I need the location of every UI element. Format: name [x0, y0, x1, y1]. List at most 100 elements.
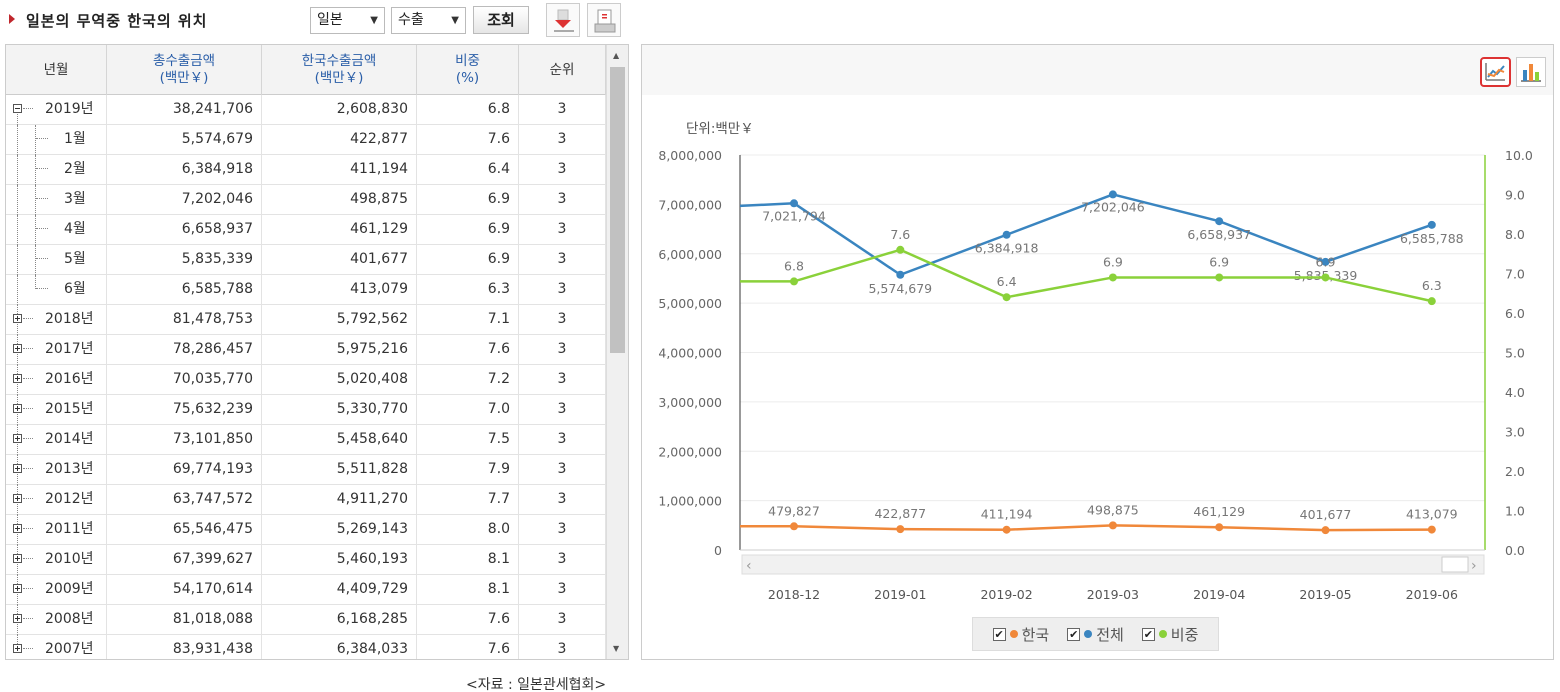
y-left-tick-label: 8,000,000	[658, 148, 722, 163]
country-select[interactable]: 일본 ▼	[310, 7, 385, 34]
table-row[interactable]: 2019년 38,241,706 2,608,830 6.8 3	[6, 95, 606, 125]
table-row[interactable]: 2007년 83,931,438 6,384,033 7.6 3	[6, 635, 606, 659]
data-label: 422,877	[874, 506, 926, 521]
cell-rank: 3	[519, 305, 606, 335]
data-label: 461,129	[1193, 504, 1245, 519]
data-point	[1321, 273, 1330, 282]
table-row[interactable]: 2013년 69,774,193 5,511,828 7.9 3	[6, 455, 606, 485]
expand-icon[interactable]	[13, 344, 22, 353]
cell-korea: 413,079	[262, 275, 417, 305]
cell-korea: 5,269,143	[262, 515, 417, 545]
tree-connector	[23, 108, 33, 109]
table-row[interactable]: 5월 5,835,339 401,677 6.9 3	[6, 245, 606, 275]
cell-total: 5,835,339	[107, 245, 262, 275]
table-row[interactable]: 6월 6,585,788 413,079 6.3 3	[6, 275, 606, 305]
cell-korea: 5,020,408	[262, 365, 417, 395]
tree-connector	[17, 365, 18, 374]
tree-connector	[17, 245, 18, 275]
cell-share: 6.3	[417, 275, 519, 305]
table-row[interactable]: 2008년 81,018,088 6,168,285 7.6 3	[6, 605, 606, 635]
data-point	[1215, 217, 1224, 226]
tree-connector	[17, 485, 18, 494]
print-button[interactable]	[587, 3, 621, 37]
data-label: 6,658,937	[1187, 227, 1251, 242]
expand-icon[interactable]	[13, 404, 22, 413]
expand-icon[interactable]	[13, 314, 22, 323]
legend-item-korea[interactable]: ✔ 한국	[992, 624, 1049, 645]
cell-rank: 3	[519, 95, 606, 125]
expand-icon[interactable]	[13, 644, 22, 653]
expand-icon[interactable]	[13, 554, 22, 563]
cell-rank: 3	[519, 155, 606, 185]
cell-korea: 5,792,562	[262, 305, 417, 335]
tree-connector	[36, 228, 48, 229]
bar-chart-button[interactable]	[1516, 57, 1546, 87]
table-row[interactable]: 2014년 73,101,850 5,458,640 7.5 3	[6, 425, 606, 455]
table-row[interactable]: 2011년 65,546,475 5,269,143 8.0 3	[6, 515, 606, 545]
tree-connector	[17, 155, 18, 185]
data-point	[1321, 257, 1330, 266]
table-row[interactable]: 1월 5,574,679 422,877 7.6 3	[6, 125, 606, 155]
data-label: 479,827	[768, 503, 820, 518]
table-row[interactable]: 2016년 70,035,770 5,020,408 7.2 3	[6, 365, 606, 395]
download-button[interactable]	[546, 3, 580, 37]
data-label: 401,677	[1300, 507, 1352, 522]
data-point	[1002, 230, 1011, 239]
expand-icon[interactable]	[13, 524, 22, 533]
table-row[interactable]: 3월 7,202,046 498,875 6.9 3	[6, 185, 606, 215]
scroll-down-icon[interactable]: ▼	[613, 644, 620, 653]
cell-rank: 3	[519, 635, 606, 659]
cell-rank: 3	[519, 455, 606, 485]
cell-korea: 461,129	[262, 215, 417, 245]
scroll-thumb[interactable]	[610, 67, 625, 353]
y-right-tick-label: 1.0	[1505, 504, 1525, 519]
cell-rank: 3	[519, 425, 606, 455]
cell-period: 6월	[6, 275, 107, 305]
checkbox-checked-icon[interactable]: ✔	[1067, 627, 1081, 641]
cell-share: 7.5	[417, 425, 519, 455]
data-point	[1108, 273, 1117, 282]
legend-item-share[interactable]: ✔ 비중	[1141, 624, 1198, 645]
tree-connector	[23, 318, 33, 319]
data-label: 7,202,046	[1081, 199, 1145, 214]
table-row[interactable]: 2015년 75,632,239 5,330,770 7.0 3	[6, 395, 606, 425]
collapse-icon[interactable]	[13, 104, 22, 113]
tree-connector	[17, 605, 18, 614]
expand-icon[interactable]	[13, 464, 22, 473]
table-row[interactable]: 2010년 67,399,627 5,460,193 8.1 3	[6, 545, 606, 575]
legend-item-total[interactable]: ✔ 전체	[1067, 624, 1124, 645]
table-row[interactable]: 2009년 54,170,614 4,409,729 8.1 3	[6, 575, 606, 605]
trade-type-select[interactable]: 수출 ▼	[391, 7, 466, 34]
y-left-tick-label: 2,000,000	[658, 444, 722, 459]
checkbox-checked-icon[interactable]: ✔	[1141, 627, 1155, 641]
cell-share: 7.6	[417, 635, 519, 659]
chevron-right-icon: ›	[1471, 558, 1477, 574]
table-row[interactable]: 2017년 78,286,457 5,975,216 7.6 3	[6, 335, 606, 365]
tree-connector	[36, 258, 48, 259]
col-total-label: 총수출금액	[152, 53, 216, 69]
expand-icon[interactable]	[13, 374, 22, 383]
table-scrollbar[interactable]: ▲ ▼	[606, 45, 628, 659]
cell-korea: 4,409,729	[262, 575, 417, 605]
expand-icon[interactable]	[13, 614, 22, 623]
y-left-tick-label: 4,000,000	[658, 346, 722, 361]
table-row[interactable]: 2월 6,384,918 411,194 6.4 3	[6, 155, 606, 185]
expand-icon[interactable]	[13, 584, 22, 593]
cell-total: 5,574,679	[107, 125, 262, 155]
cell-rank: 3	[519, 395, 606, 425]
table-row[interactable]: 2018년 81,478,753 5,792,562 7.1 3	[6, 305, 606, 335]
scroll-up-icon[interactable]: ▲	[613, 51, 620, 60]
title-arrow-icon	[9, 14, 15, 24]
expand-icon[interactable]	[13, 494, 22, 503]
range-scroll-thumb	[1441, 556, 1469, 573]
table-row[interactable]: 4월 6,658,937 461,129 6.9 3	[6, 215, 606, 245]
cell-rank: 3	[519, 275, 606, 305]
cell-korea: 422,877	[262, 125, 417, 155]
cell-period: 2016년	[6, 365, 107, 395]
table-row[interactable]: 2012년 63,747,572 4,911,270 7.7 3	[6, 485, 606, 515]
line-chart-button[interactable]	[1480, 57, 1511, 87]
search-button[interactable]: 조회	[473, 6, 529, 34]
expand-icon[interactable]	[13, 434, 22, 443]
cell-korea: 411,194	[262, 155, 417, 185]
checkbox-checked-icon[interactable]: ✔	[992, 627, 1006, 641]
